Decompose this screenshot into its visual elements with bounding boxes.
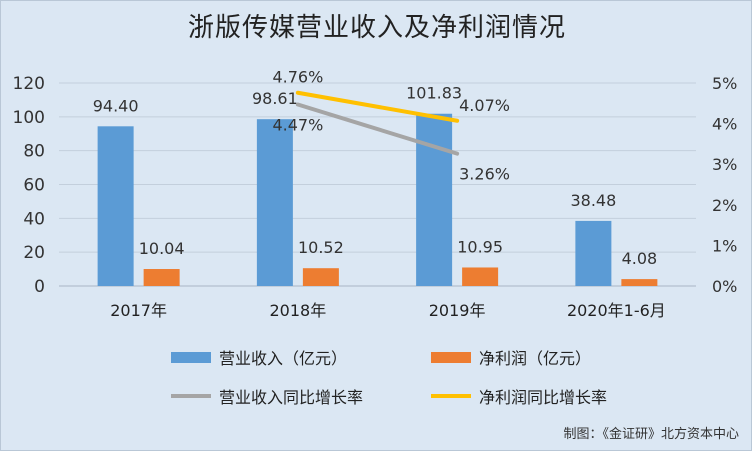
series-line [295, 102, 460, 156]
series-line [295, 90, 460, 123]
legend-item-revenue-growth: 营业收入同比增长率 [171, 384, 363, 408]
legend-swatch-profit [431, 351, 471, 363]
line-data-label: 3.26% [459, 165, 510, 184]
y-axis-tick-label: 40 [23, 209, 45, 229]
x-axis-tick-label: 2020年1-6月 [567, 301, 666, 320]
legend-item-profit: 净利润（亿元） [431, 345, 591, 369]
bar [302, 268, 339, 286]
x-axis-tick-label: 2018年 [270, 301, 327, 320]
legend-swatch-revenue [171, 351, 211, 363]
line-data-label: 4.47% [272, 116, 323, 135]
x-axis-tick-label: 2019年 [429, 301, 486, 320]
legend-item-revenue: 营业收入（亿元） [171, 345, 347, 369]
y-axis-tick-label: 60 [23, 176, 45, 196]
legend-label-revenue: 营业收入（亿元） [219, 349, 348, 368]
y-axis-tick-label: 80 [23, 142, 45, 162]
bar-data-label: 10.95 [457, 237, 503, 256]
y2-axis-tick-label: 1% [712, 236, 737, 255]
y2-axis-tick-label: 5% [712, 74, 737, 93]
legend-label-profit-growth: 净利润同比增长率 [479, 388, 608, 407]
bar [256, 119, 293, 286]
legend-swatch-profit-growth [431, 394, 471, 398]
y2-axis-tick-label: 0% [712, 277, 737, 296]
bar-data-label: 101.83 [406, 84, 462, 103]
y2-axis-tick-label: 2% [712, 196, 737, 215]
y-axis-tick-label: 0 [34, 277, 45, 297]
bar [97, 126, 134, 286]
legend-swatch-revenue-growth [171, 394, 211, 398]
x-axis-tick-label: 2017年 [110, 301, 167, 320]
y-axis-tick-label: 100 [13, 108, 45, 128]
y-axis-tick-label: 20 [23, 243, 45, 263]
y2-axis-tick-label: 3% [712, 155, 737, 174]
line-data-label: 4.07% [459, 96, 510, 115]
bar-data-label: 4.08 [622, 249, 658, 268]
line-data-label: 4.76% [272, 68, 323, 87]
y-axis-tick-label: 120 [13, 74, 45, 94]
bar-data-label: 98.61 [252, 89, 298, 108]
legend-label-revenue-growth: 营业收入同比增长率 [219, 388, 364, 407]
bar-data-label: 10.04 [139, 239, 185, 258]
legend-label-profit: 净利润（亿元） [479, 349, 592, 368]
bar [621, 279, 658, 286]
legend-item-profit-growth: 净利润同比增长率 [431, 384, 607, 408]
chart-title: 浙版传媒营业收入及净利润情况 [187, 13, 566, 43]
bar-data-label: 94.40 [93, 96, 139, 115]
bar-data-label: 10.52 [298, 238, 344, 257]
bar [416, 113, 453, 287]
y2-axis-tick-label: 4% [712, 115, 737, 134]
chart-credit: 制图：《金证研》北方资本中心 [563, 427, 739, 442]
bar [143, 269, 180, 286]
bar [575, 220, 612, 286]
bar [462, 267, 499, 286]
bar-data-label: 38.48 [570, 191, 616, 210]
